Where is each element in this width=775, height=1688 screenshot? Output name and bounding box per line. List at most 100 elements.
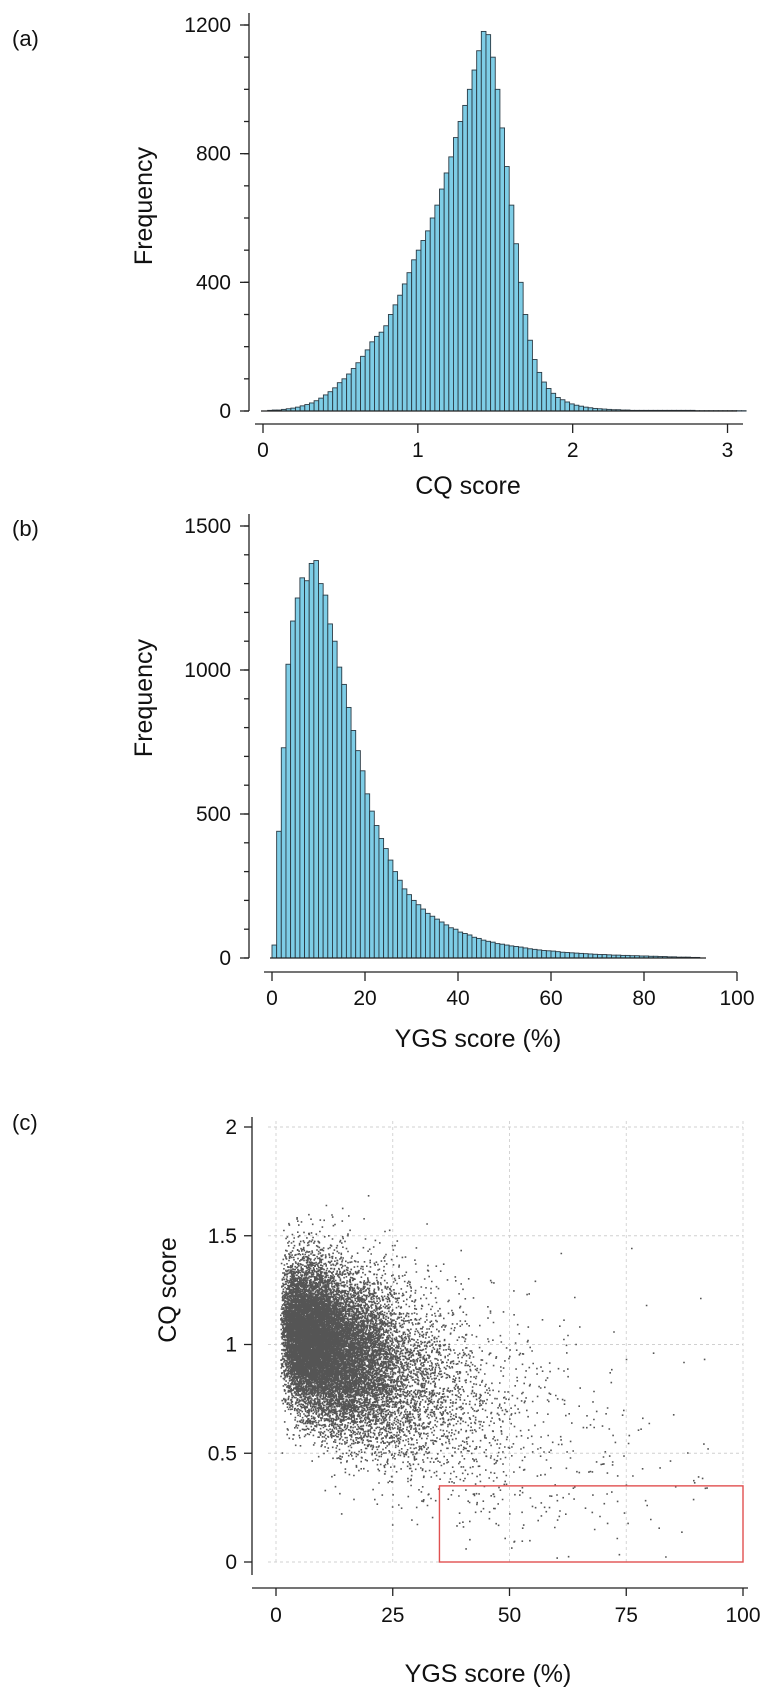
histogram-bar <box>471 936 478 959</box>
scatter-cq-vs-ygs: (c) 0 0.5 1 1.5 2 0 25 50 75 100 YGS score (%) CQ… <box>12 1110 761 1688</box>
histogram-bar <box>364 793 371 959</box>
histogram-bar <box>452 928 459 959</box>
x-tick-label: 2 <box>567 439 579 462</box>
histogram-bar <box>443 924 450 959</box>
histogram-bar <box>373 825 380 959</box>
histogram-bar <box>508 945 515 959</box>
histogram-bar <box>573 404 580 412</box>
histogram-bar <box>309 402 315 412</box>
histogram-ygs-score: (b) 0 500 1000 1500 0 20 40 60 80 100 YGS score (… <box>12 514 755 1053</box>
histogram-bar <box>336 382 343 412</box>
x-tick-label: 20 <box>353 987 376 1010</box>
histogram-bar <box>513 946 519 959</box>
histogram-bar <box>569 403 575 412</box>
histogram-bar <box>415 904 422 959</box>
histogram-bar <box>406 272 413 412</box>
x-axis-title-c: YGS score (%) <box>405 1660 572 1688</box>
histogram-bar <box>397 294 403 412</box>
histogram-bar <box>527 948 533 959</box>
histogram-bar <box>346 373 352 412</box>
histogram-bar <box>573 952 580 959</box>
histogram-bar <box>411 259 417 412</box>
histogram-bar <box>327 391 334 412</box>
histogram-bar <box>392 304 399 412</box>
y-tick-label: 500 <box>196 803 231 826</box>
histogram-bar <box>434 918 440 959</box>
histogram-bar <box>466 934 473 959</box>
histogram-bar <box>518 946 524 959</box>
cq-histogram-bars <box>267 30 747 412</box>
histogram-bar <box>462 933 468 959</box>
histogram-bar <box>499 943 505 959</box>
histogram-bar <box>494 88 501 412</box>
histogram-bar <box>541 381 547 412</box>
histogram-bar <box>425 230 431 412</box>
x-tick-label: 100 <box>719 987 754 1010</box>
histogram-bar <box>494 943 501 959</box>
y-tick-label: 0 <box>225 1551 237 1574</box>
x-tick-label: 0 <box>270 1604 282 1627</box>
histogram-bar <box>429 217 436 412</box>
histogram-bar <box>387 314 394 412</box>
histogram-bar <box>457 121 464 412</box>
histogram-bar <box>462 104 468 412</box>
histogram-bar <box>355 750 361 959</box>
histogram-bar <box>332 640 338 959</box>
histogram-bar <box>564 401 571 412</box>
histogram-bar <box>550 950 557 959</box>
y-tick-label: 0 <box>219 400 231 423</box>
ygs-histogram-axes: 0 500 1000 1500 0 20 40 60 80 100 <box>184 514 755 1010</box>
scatter-point-cloud <box>280 1195 709 1559</box>
histogram-bar <box>299 405 306 412</box>
ygs-histogram-bars <box>271 560 701 959</box>
y-axis-title-b: Frequency <box>130 638 158 757</box>
y-tick-label: 2 <box>225 1116 237 1139</box>
histogram-bar <box>304 404 310 412</box>
histogram-bar <box>392 871 398 959</box>
histogram-bar <box>336 666 343 959</box>
x-tick-label: 80 <box>632 987 655 1010</box>
histogram-bar <box>425 912 431 959</box>
histogram-bar <box>294 597 301 959</box>
histogram-bar <box>383 325 389 412</box>
histogram-bar <box>345 706 352 959</box>
histogram-bar <box>508 204 515 412</box>
x-tick-label: 100 <box>725 1604 760 1627</box>
histogram-bar <box>360 355 366 412</box>
histogram-bar <box>569 952 575 959</box>
histogram-bar <box>499 127 505 412</box>
histogram-bar <box>522 314 529 412</box>
histogram-bar <box>490 56 496 412</box>
histogram-bar <box>439 188 445 412</box>
histogram-bar <box>369 341 375 412</box>
histogram-bar <box>559 951 566 959</box>
histogram-bar <box>564 952 571 959</box>
y-tick-label: 0 <box>219 947 231 970</box>
histogram-bar <box>285 663 292 959</box>
histogram-bar <box>318 397 324 412</box>
histogram-bar <box>411 899 417 959</box>
histogram-bar <box>578 405 584 412</box>
y-axis-title-c: CQ score <box>154 1237 182 1343</box>
x-tick-label: 3 <box>722 439 734 462</box>
histogram-bar <box>453 137 459 412</box>
histogram-bar <box>308 562 315 959</box>
y-tick-label: 0.5 <box>208 1442 237 1465</box>
histogram-bar <box>280 747 287 959</box>
histogram-bar <box>401 888 408 959</box>
histogram-bar <box>457 931 464 959</box>
histogram-bar <box>485 940 491 959</box>
histogram-bar <box>420 240 427 412</box>
histogram-bar <box>378 331 385 412</box>
histogram-bar <box>545 388 552 412</box>
histogram-bar <box>485 34 492 412</box>
y-tick-label: 1200 <box>184 14 231 37</box>
panel-label-c: (c) <box>12 1110 38 1135</box>
histogram-bar <box>378 838 385 959</box>
histogram-bar <box>541 950 547 959</box>
histogram-bar <box>341 378 348 412</box>
histogram-bar <box>313 560 319 959</box>
x-tick-label: 75 <box>615 1604 638 1627</box>
histogram-bar <box>550 392 557 412</box>
